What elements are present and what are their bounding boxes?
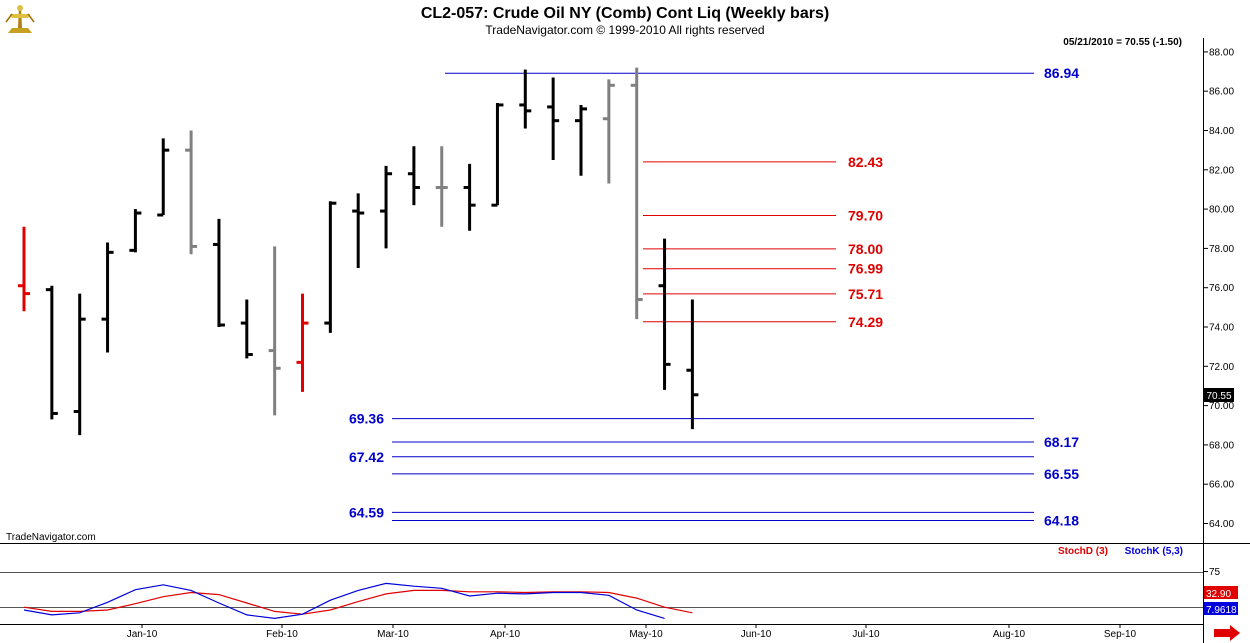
ohlc-bar (407, 146, 420, 206)
price-axis: 64.00 66.00 68.00 70.00 72.00 74.00 76.00 78.00… (1203, 47, 1234, 530)
time-tick-label: Jun-10 (741, 629, 772, 640)
red-level-label: 79.70 (848, 207, 883, 223)
time-axis: Jan-10 Feb-10 Mar-10 Apr-10 May-10 Jun-10 Jul-… (127, 624, 1137, 640)
red-level-label: 75.71 (848, 286, 883, 302)
ohlc-bar (380, 165, 393, 249)
price-tick-label: 68.00 (1209, 440, 1234, 451)
stochastic-panel: 75 32.90 7.9618 (0, 567, 1238, 620)
ohlc-bar (519, 69, 532, 129)
app-logo-icon (5, 5, 35, 33)
blue-level-label: 69.36 (349, 411, 384, 427)
price-tick-label: 66.00 (1209, 480, 1234, 491)
last-price-marker: 70.55 (1204, 388, 1234, 402)
price-levels: 82.43 79.70 78.00 76.99 75.71 74.29 86.94 69.36… (349, 65, 1079, 528)
blue-level-label: 86.94 (1044, 65, 1079, 81)
time-tick-label: Apr-10 (490, 629, 520, 640)
blue-level-label: 64.59 (349, 504, 384, 520)
price-tick-label: 74.00 (1209, 323, 1234, 334)
ohlc-bar (491, 102, 504, 207)
price-tick-label: 70.00 (1209, 401, 1234, 412)
ohlc-bar (45, 285, 58, 420)
watermark: TradeNavigator.com (6, 532, 96, 543)
ohlc-bar (268, 246, 281, 416)
stochd-line (23, 589, 693, 615)
ohlc-bar (575, 104, 587, 176)
time-tick-label: Aug-10 (993, 629, 1026, 640)
price-tick-label: 72.00 (1209, 362, 1234, 373)
stoch-last-value-box (1204, 602, 1238, 615)
price-quote: 05/21/2010 = 70.55 (-1.50) (1063, 37, 1182, 48)
stoch-tick-label: 75 (1209, 567, 1221, 578)
price-tick-label: 82.00 (1209, 165, 1234, 176)
ohlc-bar (185, 130, 198, 255)
blue-level-label: 67.42 (349, 449, 384, 465)
time-tick-label: Mar-10 (377, 629, 409, 640)
ohlc-bar (463, 163, 476, 231)
last-price-label: 70.55 (1206, 391, 1231, 402)
price-tick-label: 88.00 (1209, 47, 1234, 58)
time-tick-label: Feb-10 (266, 629, 298, 640)
ohlc-bar (240, 299, 253, 359)
price-tick-label: 84.00 (1209, 126, 1234, 137)
time-tick-label: Jan-10 (127, 629, 158, 640)
ohlc-bar (324, 201, 337, 333)
ohlc-bar (630, 67, 643, 320)
price-tick-label: 78.00 (1209, 244, 1234, 255)
ohlc-bar (157, 138, 170, 217)
red-level-label: 78.00 (848, 241, 883, 257)
red-level-label: 82.43 (848, 154, 883, 170)
ohlc-bar (686, 299, 699, 430)
time-tick-label: May-10 (629, 629, 663, 640)
red-level-label: 76.99 (848, 261, 883, 277)
price-tick-label: 80.00 (1209, 205, 1234, 216)
time-tick-label: Jul-10 (852, 629, 880, 640)
ohlc-bar (212, 218, 225, 327)
price-tick-label: 86.00 (1209, 87, 1234, 98)
stoch-last-value: 7.9618 (1206, 605, 1237, 616)
red-level-label: 74.29 (848, 314, 883, 330)
ohlc-bar (73, 293, 86, 436)
stoch-last-value-box (1204, 586, 1238, 599)
stochd-legend: StochD (3) (1058, 546, 1108, 557)
ohlc-bar (101, 242, 114, 353)
blue-level-label: 68.17 (1044, 434, 1079, 450)
time-tick-label: Sep-10 (1104, 629, 1137, 640)
ohlc-bar (658, 238, 671, 390)
ohlc-bar (602, 79, 615, 184)
stoch-last-value: 32.90 (1206, 589, 1231, 600)
price-tick-label: 64.00 (1209, 519, 1234, 530)
ohlc-bar (435, 146, 448, 227)
blue-level-label: 64.18 (1044, 512, 1079, 528)
scroll-right-icon[interactable] (1214, 625, 1240, 641)
ohlc-bar (547, 77, 560, 160)
price-bars (18, 67, 699, 436)
ohlc-bar (18, 226, 30, 312)
blue-level-label: 66.55 (1044, 466, 1079, 482)
stochk-legend: StochK (5,3) (1125, 546, 1183, 557)
chart-subtitle: TradeNavigator.com © 1999-2010 All right… (485, 23, 764, 37)
ohlc-bar (296, 293, 309, 392)
ohlc-bar (352, 193, 365, 269)
ohlc-bar (129, 209, 142, 253)
stochk-line (23, 582, 665, 620)
price-tick-label: 76.00 (1209, 283, 1234, 294)
chart-title: CL2-057: Crude Oil NY (Comb) Cont Liq (W… (421, 5, 829, 22)
